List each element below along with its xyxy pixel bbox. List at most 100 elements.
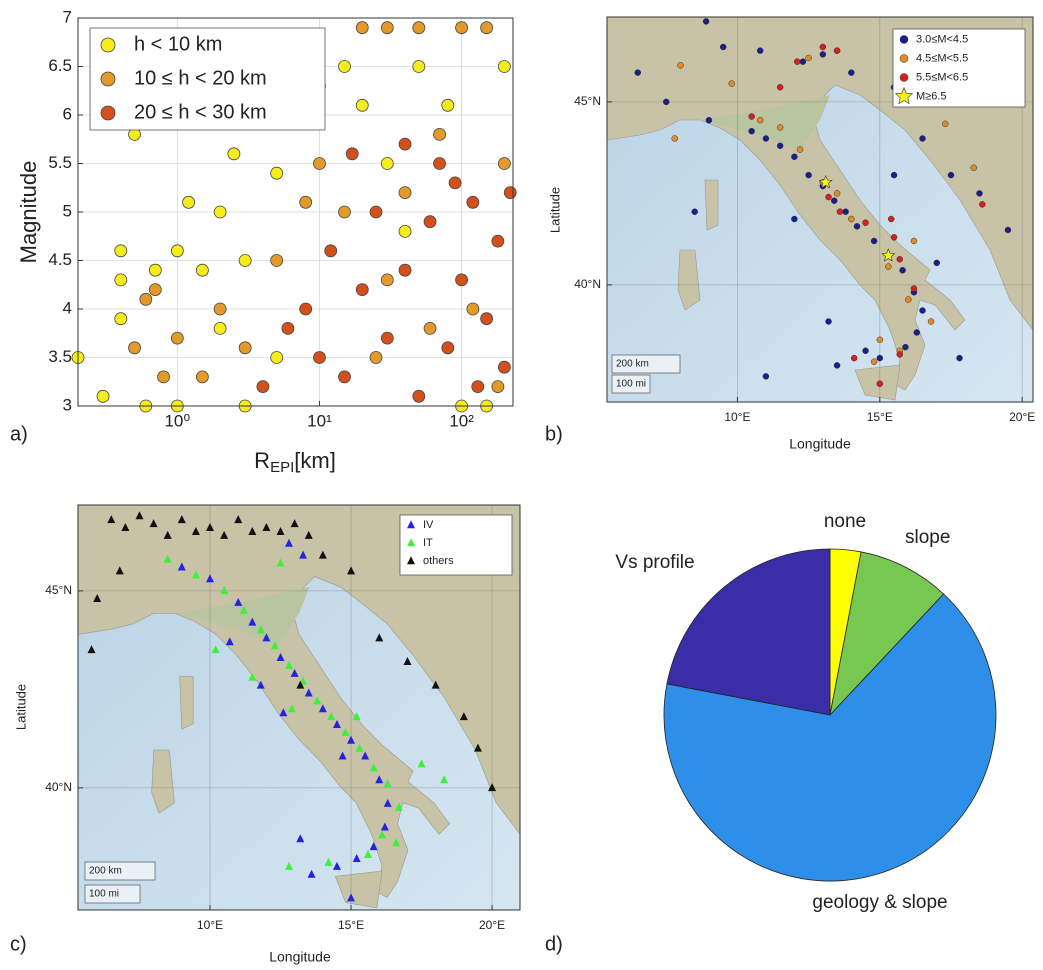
point — [498, 61, 510, 73]
point — [346, 148, 358, 160]
legend-label: 4.5≤M<5.5 — [916, 52, 968, 64]
point — [228, 148, 240, 160]
y-tick-label: 5.5 — [48, 153, 72, 172]
point — [692, 209, 698, 215]
point — [663, 99, 669, 105]
x-tick-label: 15°E — [338, 918, 364, 932]
point — [897, 256, 903, 262]
point — [763, 136, 769, 142]
point — [313, 352, 325, 364]
point — [467, 303, 479, 315]
scale-label: 200 km — [616, 359, 649, 370]
point — [370, 206, 382, 218]
point — [271, 352, 283, 364]
slice-label: geology & slope — [812, 892, 947, 913]
point — [449, 177, 461, 189]
point — [777, 143, 783, 149]
x-axis-label-part: EPI — [270, 459, 294, 476]
point — [356, 22, 368, 34]
point — [399, 187, 411, 199]
point — [851, 355, 857, 361]
legend-label: IV — [423, 519, 434, 531]
point — [800, 59, 806, 65]
point — [442, 99, 454, 111]
point — [399, 138, 411, 150]
y-tick-label: 3 — [63, 395, 72, 414]
point — [757, 117, 763, 123]
point — [498, 361, 510, 373]
point — [381, 274, 393, 286]
point — [791, 216, 797, 222]
point — [706, 117, 712, 123]
point — [370, 352, 382, 364]
point — [976, 190, 982, 196]
point — [313, 158, 325, 170]
point — [834, 190, 840, 196]
point — [942, 121, 948, 127]
point — [957, 355, 963, 361]
point — [885, 264, 891, 270]
point — [749, 128, 755, 134]
figure: 10⁰10¹10²33.544.555.566.57h < 10 km10 ≤ … — [0, 0, 1043, 970]
point — [854, 223, 860, 229]
panel-label: b) — [545, 423, 563, 445]
panel-label: d) — [545, 933, 563, 955]
slice-label: slope — [905, 527, 950, 548]
point — [897, 351, 903, 357]
point — [381, 158, 393, 170]
y-tick-label: 40°N — [45, 780, 72, 794]
point — [837, 209, 843, 215]
point — [381, 22, 393, 34]
point — [777, 84, 783, 90]
point — [171, 245, 183, 257]
point — [934, 260, 940, 266]
point — [196, 264, 208, 276]
point — [979, 201, 985, 207]
y-tick-label: 45°N — [574, 94, 601, 108]
point — [672, 136, 678, 142]
point — [806, 172, 812, 178]
point — [820, 44, 826, 50]
point — [214, 303, 226, 315]
point — [413, 61, 425, 73]
point — [214, 206, 226, 218]
point — [635, 70, 641, 76]
point — [399, 264, 411, 276]
x-tick-label: 20°E — [479, 918, 505, 932]
y-tick-label: 6.5 — [48, 56, 72, 75]
slice-label: none — [824, 511, 866, 532]
point — [797, 146, 803, 152]
point — [434, 158, 446, 170]
point — [271, 167, 283, 179]
x-axis-label-part: [km] — [294, 448, 336, 473]
point — [171, 332, 183, 344]
point — [424, 216, 436, 228]
point — [826, 318, 832, 324]
point — [149, 284, 161, 296]
point — [905, 297, 911, 303]
point — [481, 313, 493, 325]
point — [834, 48, 840, 54]
point — [777, 125, 783, 131]
point — [877, 337, 883, 343]
point — [863, 220, 869, 226]
legend-label: M≥6.5 — [916, 90, 947, 102]
point — [442, 342, 454, 354]
point — [877, 355, 883, 361]
panel-label: c) — [10, 933, 27, 955]
point — [214, 322, 226, 334]
point — [920, 136, 926, 142]
legend-label: 5.5≤M<6.5 — [916, 71, 968, 83]
y-tick-label: 4.5 — [48, 250, 72, 269]
point — [729, 81, 735, 87]
point — [149, 264, 161, 276]
point — [115, 245, 127, 257]
point — [848, 70, 854, 76]
point — [757, 48, 763, 54]
legend-label: others — [423, 555, 454, 567]
legend-label: 3.0≤M<4.5 — [916, 33, 968, 45]
point — [424, 322, 436, 334]
legend-label: 20 ≤ h < 30 km — [134, 101, 267, 123]
y-axis-label: Magnitude — [16, 161, 41, 264]
legend-marker — [101, 106, 115, 120]
